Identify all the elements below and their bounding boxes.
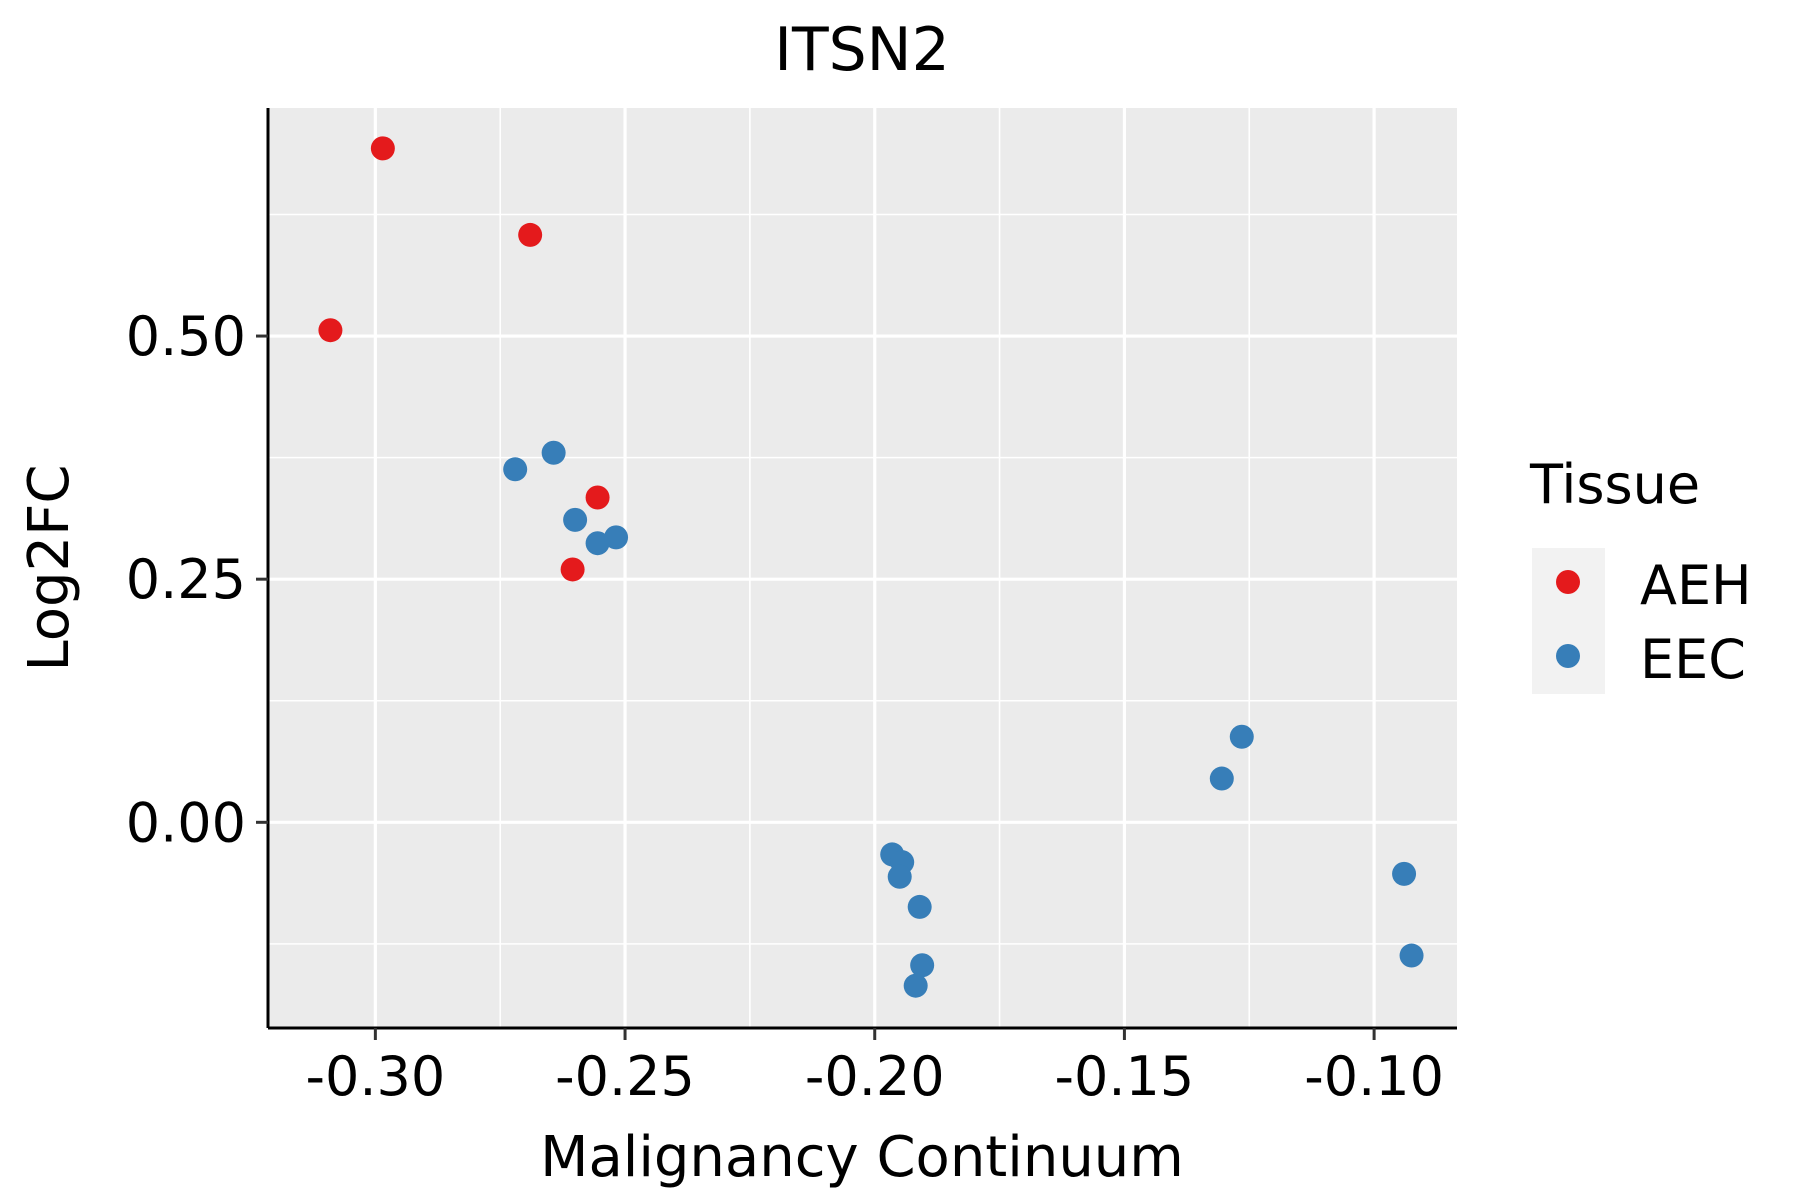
legend-key-aeh	[1556, 570, 1580, 594]
x-tick-label: -0.20	[805, 1045, 945, 1108]
x-axis-ticks: -0.30 -0.25 -0.20 -0.15 -0.10	[305, 1028, 1444, 1108]
data-point-eec	[1229, 724, 1254, 749]
data-point-aeh	[370, 136, 395, 161]
data-point-eec	[585, 531, 610, 556]
legend-key-eec	[1556, 644, 1580, 668]
data-point-eec	[903, 973, 928, 998]
data-point-eec	[541, 440, 566, 465]
minor-gridlines	[268, 108, 1457, 1028]
y-tick-label: 0.50	[126, 305, 246, 368]
data-point-eec	[887, 864, 912, 889]
legend-key-background	[1532, 548, 1605, 694]
y-axis-title: Log2FC	[17, 465, 82, 672]
legend: Tissue AEH EEC	[1529, 453, 1752, 694]
chart-title: ITSN2	[774, 15, 950, 85]
data-point-aeh	[585, 485, 610, 510]
data-point-eec	[563, 507, 588, 532]
x-tick-label: -0.15	[1055, 1045, 1195, 1108]
data-point-eec	[1392, 861, 1417, 886]
data-point-eec	[907, 894, 932, 919]
data-point-eec	[1209, 766, 1234, 791]
plot-panel	[268, 108, 1457, 1028]
y-tick-label: 0.00	[126, 791, 246, 854]
data-point-aeh	[318, 318, 343, 343]
legend-label-aeh: AEH	[1640, 554, 1752, 617]
data-point-aeh	[560, 557, 585, 582]
x-tick-label: -0.30	[305, 1045, 445, 1108]
y-tick-label: 0.25	[126, 548, 246, 611]
data-point-eec	[1399, 943, 1424, 968]
y-axis-ticks: 0.00 0.25 0.50	[126, 305, 268, 854]
data-point-eec	[604, 525, 629, 550]
x-axis-title: Malignancy Continuum	[540, 1125, 1184, 1190]
x-tick-label: -0.10	[1304, 1045, 1444, 1108]
legend-title: Tissue	[1529, 453, 1700, 516]
data-point-eec	[503, 457, 528, 482]
x-tick-label: -0.25	[555, 1045, 695, 1108]
major-gridlines	[268, 108, 1457, 1028]
data-point-aeh	[518, 222, 543, 247]
data-points	[318, 136, 1424, 998]
legend-label-eec: EEC	[1640, 628, 1746, 691]
data-point-eec	[910, 953, 935, 978]
